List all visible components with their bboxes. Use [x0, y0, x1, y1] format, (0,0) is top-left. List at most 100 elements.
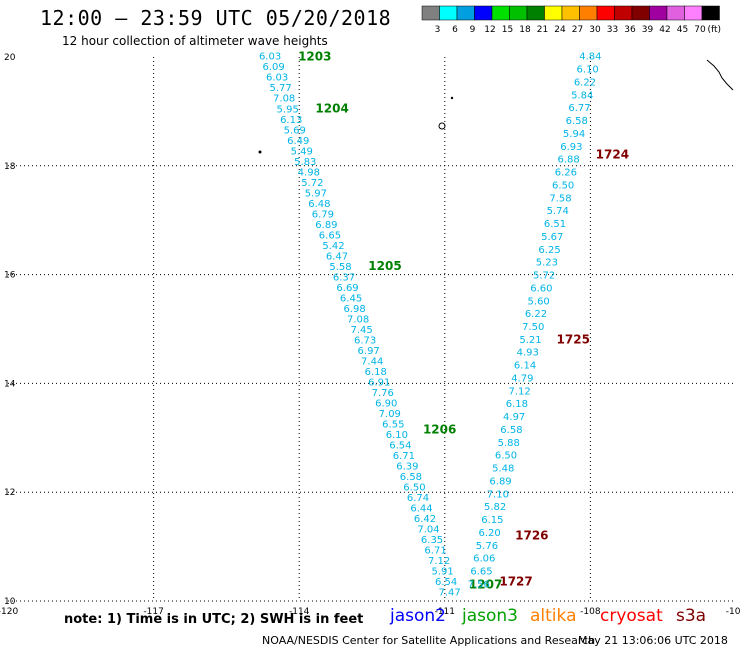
wave-height-value: 6.54 — [389, 440, 411, 451]
legend-label: 21 — [537, 25, 548, 35]
wave-height-value: 6.58 — [500, 425, 522, 436]
wave-height-value: 6.35 — [421, 535, 443, 546]
legend-swatch — [561, 5, 580, 21]
pass-time-label: 1726 — [515, 528, 548, 542]
wave-height-value: 6.79 — [312, 209, 334, 220]
wave-height-value: 5.48 — [492, 464, 514, 475]
legend-swatch — [701, 5, 720, 21]
page-subtitle: 12 hour collection of altimeter wave hei… — [62, 34, 328, 48]
color-legend: 3 6 9 12 15 18 21 24 27 30 33 36 39 42 45 70 (ft) — [421, 5, 722, 35]
wave-height-value: 6.65 — [470, 567, 492, 578]
legend-label: 15 — [502, 25, 513, 35]
wave-height-value: 4.93 — [517, 348, 539, 359]
legend-swatch — [491, 5, 510, 21]
wave-height-value: 5.72 — [533, 271, 555, 282]
wave-height-value: 7.58 — [549, 193, 571, 204]
wave-height-value: 7.45 — [350, 325, 372, 336]
wave-height-value: 7.47 — [439, 588, 461, 599]
pass-time-label: 1724 — [596, 148, 629, 162]
wave-height-value: 6.47 — [326, 251, 348, 262]
wave-height-value: 5.72 — [301, 178, 323, 189]
wave-height-value: 6.97 — [358, 346, 380, 357]
wave-height-value: 7.04 — [417, 525, 439, 536]
coastline-mainland — [706, 59, 734, 91]
lon-tick-label: -105 — [726, 607, 740, 617]
wave-height-value: 6.18 — [506, 399, 528, 410]
legend-label: 27 — [572, 25, 583, 35]
legend-label: 3 — [435, 25, 441, 35]
satellite-altika: altika — [530, 606, 577, 626]
wave-height-value: 6.71 — [393, 451, 415, 462]
legend-swatch — [684, 5, 703, 21]
legend-label: 36 — [624, 25, 636, 35]
legend-label: 33 — [607, 25, 618, 35]
altimeter-tracks: 6.036.096.035.777.085.956.135.696.495.49… — [259, 50, 629, 599]
wave-height-value: 5.88 — [498, 438, 520, 449]
pass-time-label: 1205 — [368, 259, 401, 273]
lat-tick-label: 18 — [4, 162, 16, 172]
wave-height-value: 6.39 — [396, 461, 418, 472]
legend-swatch — [439, 5, 458, 21]
wave-height-value: 5.67 — [541, 232, 563, 243]
wave-height-value: 7.12 — [428, 556, 450, 567]
wave-height-value: 6.42 — [414, 514, 436, 525]
wave-height-value: 5.94 — [563, 129, 585, 140]
legend-label: 6 — [452, 25, 458, 35]
wave-height-value: 6.03 — [259, 52, 281, 63]
wave-height-value: 6.93 — [560, 142, 582, 153]
wave-height-value: 7.44 — [361, 356, 383, 367]
legend-swatch — [509, 5, 528, 21]
wave-height-value: 6.45 — [340, 293, 362, 304]
legend-unit: (ft) — [708, 25, 722, 35]
legend-label: 12 — [484, 25, 495, 35]
wave-height-value: 6.03 — [266, 73, 288, 84]
legend-swatch — [631, 5, 650, 21]
satellite-jason2: jason2 — [390, 606, 446, 626]
wave-height-value: 6.89 — [489, 476, 511, 487]
wave-height-value: 5.74 — [547, 206, 569, 217]
wave-height-value: 6.73 — [354, 335, 376, 346]
pass-time-label: 1207 — [469, 577, 502, 591]
wave-height-value: 7.08 — [347, 314, 369, 325]
lat-tick-label: 12 — [4, 488, 15, 498]
satellite-s3a: s3a — [676, 606, 707, 626]
legend-label: 24 — [554, 25, 566, 35]
legend-swatch — [421, 5, 440, 21]
wave-height-value: 5.69 — [284, 125, 306, 136]
wave-height-value: 6.37 — [333, 272, 355, 283]
credit-line: NOAA/NESDIS Center for Satellite Applica… — [262, 634, 596, 647]
legend-swatch — [526, 5, 545, 21]
legend-swatch — [596, 5, 615, 21]
wave-height-value: 6.18 — [365, 367, 387, 378]
wave-height-value: 5.84 — [571, 90, 593, 101]
lat-tick-label: 20 — [4, 53, 16, 63]
lon-tick-label: -108 — [580, 607, 601, 617]
wave-height-value: 6.06 — [473, 554, 495, 565]
wave-height-value: 5.42 — [322, 241, 344, 252]
wave-height-value: 6.98 — [343, 304, 365, 315]
lon-tick-label: -111 — [435, 607, 455, 617]
pass-time-label: 1725 — [557, 333, 590, 347]
island-clarion — [258, 150, 262, 154]
footer-note: note: 1) Time is in UTC; 2) SWH is in fe… — [64, 612, 364, 627]
satellite-cryosat: cryosat — [600, 606, 663, 626]
wave-height-value: 7.56 — [468, 579, 490, 590]
generated-timestamp: May 21 13:06:06 UTC 2018 — [578, 634, 728, 647]
wave-height-value: 4.98 — [298, 167, 320, 178]
wave-height-value: 6.90 — [375, 398, 397, 409]
lon-tick-label: -117 — [143, 607, 163, 617]
page-title: 12:00 – 23:59 UTC 05/20/2018 — [40, 6, 392, 30]
wave-height-value: 6.77 — [568, 103, 590, 114]
wave-height-value: 6.14 — [514, 361, 536, 372]
legend-swatch — [579, 5, 598, 21]
wave-height-value: 5.49 — [291, 146, 313, 157]
satellite-jason3: jason3 — [462, 606, 518, 626]
wave-height-value: 7.09 — [379, 409, 401, 420]
wave-height-value: 5.95 — [277, 104, 299, 115]
coastline — [258, 59, 734, 154]
map-grid: -120 -117 -114 -111 -108 -105 20 18 16 14 12 10 — [0, 53, 740, 617]
legend-swatch — [666, 5, 685, 21]
wave-height-value: 5.83 — [294, 157, 316, 168]
wave-height-value: 6.60 — [530, 283, 552, 294]
wave-height-value: 6.58 — [566, 116, 588, 127]
